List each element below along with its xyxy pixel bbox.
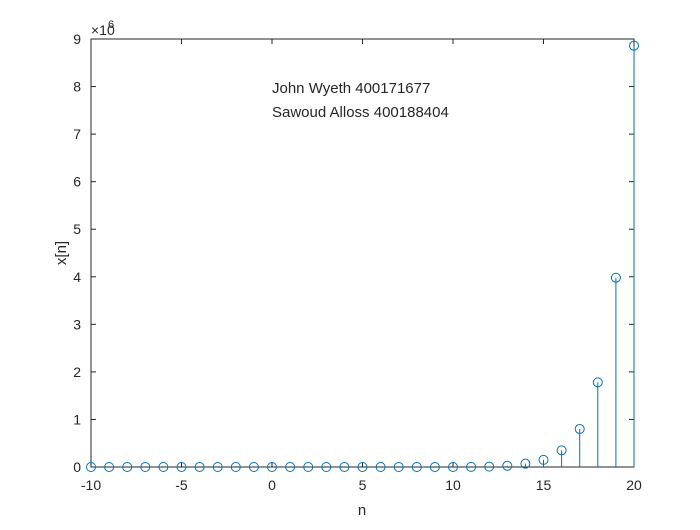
y-axis-label: x[n]	[53, 241, 70, 265]
y-tick-label: 3	[73, 316, 81, 332]
stem-marker	[375, 462, 386, 472]
annotation-line-2: Sawoud Alloss 400188404	[272, 104, 449, 121]
y-tick-label: 8	[73, 79, 81, 95]
x-tick-label: 20	[626, 477, 642, 493]
stem-marker	[339, 462, 350, 472]
stem-marker	[285, 462, 296, 472]
stem-marker	[520, 458, 531, 469]
y-tick-label: 0	[73, 459, 81, 475]
x-tick-label: 15	[536, 477, 552, 493]
stem-marker	[303, 462, 314, 472]
stem-marker	[592, 377, 603, 388]
y-tick-label: 7	[73, 126, 81, 142]
stem-marker	[429, 462, 440, 472]
stem-marker	[357, 462, 368, 472]
x-tick-label: 0	[268, 477, 276, 493]
y-tick-label: 1	[73, 411, 81, 427]
stem-marker	[122, 462, 133, 472]
stem-marker	[194, 462, 205, 472]
x-tick-label: 5	[359, 477, 367, 493]
x-tick-label: 10	[445, 477, 461, 493]
stem-marker	[484, 461, 495, 472]
x-tick-label: -5	[175, 477, 188, 493]
annotation-line-1: John Wyeth 400171677	[272, 80, 430, 97]
stem-marker	[104, 462, 115, 472]
y-exponent-power: 6	[108, 19, 114, 31]
y-tick-label: 2	[73, 364, 81, 380]
stem-marker	[86, 462, 96, 472]
x-axis-label: n	[358, 502, 366, 519]
stem-marker	[629, 40, 639, 51]
stem-marker	[248, 462, 259, 472]
stem-marker	[610, 272, 621, 283]
stem-marker	[556, 445, 567, 456]
stems	[86, 40, 639, 472]
y-tick-label: 9	[73, 31, 81, 47]
stem-marker	[466, 461, 477, 472]
stem-marker	[267, 462, 277, 472]
stem-marker	[212, 462, 223, 472]
stem-marker	[393, 462, 404, 472]
stem-marker	[502, 460, 513, 471]
y-ticks: 0 1 2 3 4 5 6 7 8 9	[73, 31, 634, 475]
stem-marker	[176, 462, 187, 472]
stem-marker	[158, 462, 169, 472]
stem-marker	[140, 462, 151, 472]
y-tick-label: 6	[73, 174, 81, 190]
stem-marker	[230, 462, 241, 472]
y-tick-label: 5	[73, 221, 81, 237]
stem-marker	[538, 454, 549, 465]
stem-marker	[448, 461, 458, 472]
stem-marker	[411, 462, 422, 472]
stem-marker	[574, 423, 585, 434]
y-exponent-base: ×10	[91, 22, 115, 38]
axes-box	[90, 38, 635, 468]
y-tick-label: 4	[73, 269, 81, 285]
stem-marker	[321, 462, 332, 472]
x-tick-label: -10	[81, 477, 101, 493]
